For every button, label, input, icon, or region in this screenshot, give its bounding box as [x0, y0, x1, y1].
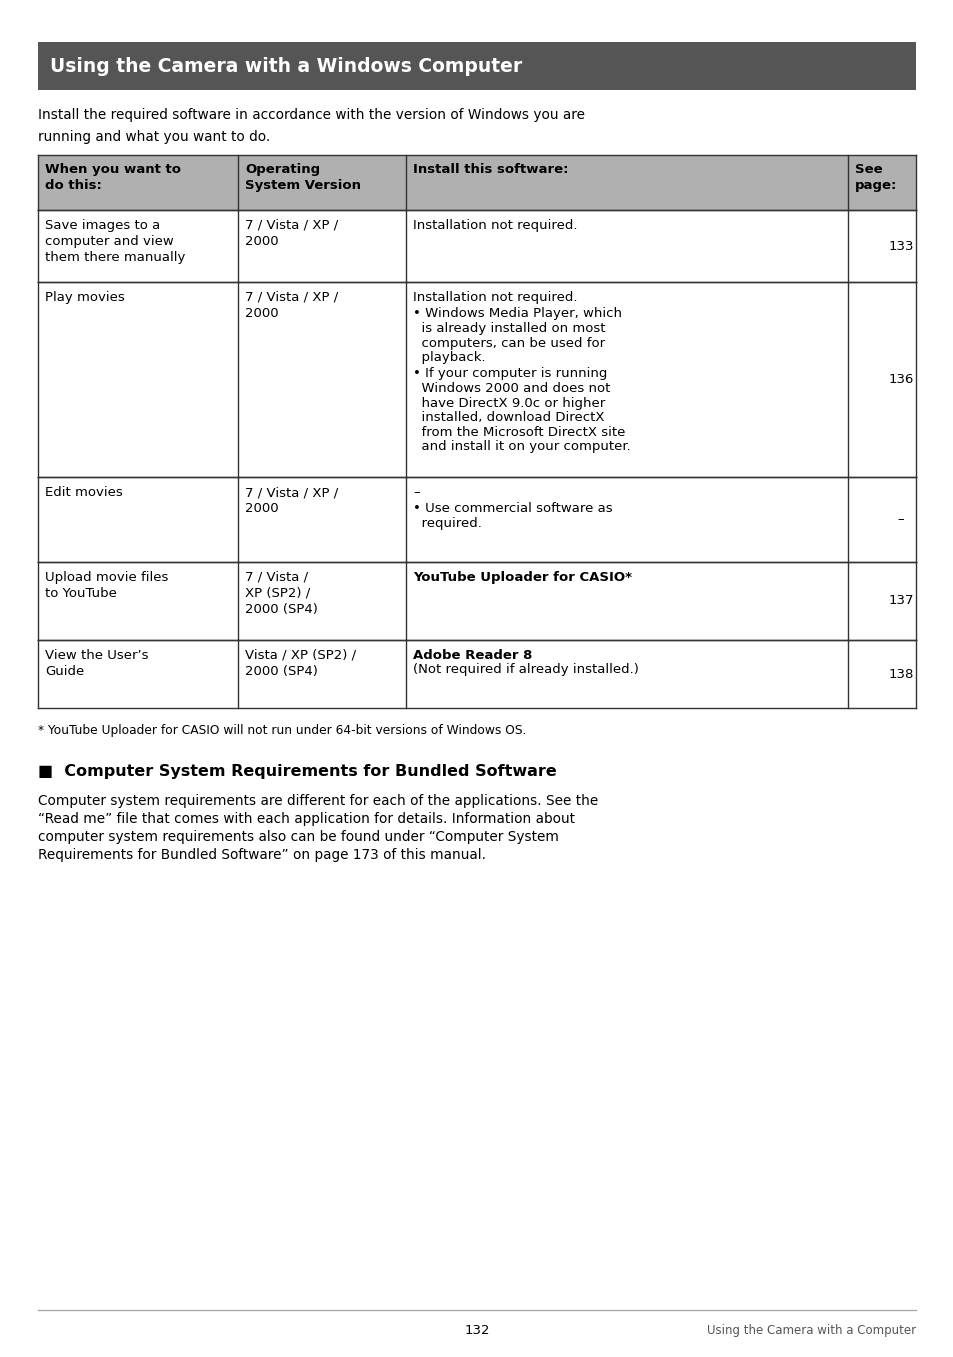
Text: 7 / Vista / XP /
2000: 7 / Vista / XP / 2000 [245, 290, 338, 320]
Text: Adobe Reader 8: Adobe Reader 8 [413, 649, 532, 662]
Text: Windows 2000 and does not: Windows 2000 and does not [413, 383, 610, 395]
Text: * YouTube Uploader for CASIO will not run under 64-bit versions of Windows OS.: * YouTube Uploader for CASIO will not ru… [38, 725, 526, 737]
Text: playback.: playback. [413, 351, 485, 364]
Text: Using the Camera with a Windows Computer: Using the Camera with a Windows Computer [50, 57, 521, 76]
Text: When you want to
do this:: When you want to do this: [45, 163, 181, 191]
Text: Save images to a
computer and view
them there manually: Save images to a computer and view them … [45, 218, 185, 265]
Text: installed, download DirectX: installed, download DirectX [413, 411, 604, 423]
Text: 7 / Vista / XP /
2000: 7 / Vista / XP / 2000 [245, 486, 338, 516]
Text: 136: 136 [887, 373, 913, 385]
Text: 7 / Vista / XP /
2000: 7 / Vista / XP / 2000 [245, 218, 338, 248]
Text: Using the Camera with a Computer: Using the Camera with a Computer [706, 1324, 915, 1337]
Text: computer system requirements also can be found under “Computer System: computer system requirements also can be… [38, 830, 558, 844]
Text: • Use commercial software as: • Use commercial software as [413, 502, 612, 516]
Text: 137: 137 [887, 594, 913, 608]
Text: Operating
System Version: Operating System Version [245, 163, 360, 191]
Text: Installation not required.: Installation not required. [413, 290, 577, 304]
Text: computers, can be used for: computers, can be used for [413, 337, 604, 350]
Bar [38, 562, 915, 641]
Text: 133: 133 [887, 239, 913, 252]
Text: have DirectX 9.0c or higher: have DirectX 9.0c or higher [413, 396, 604, 410]
Bar [38, 42, 915, 90]
Text: “Read me” file that comes with each application for details. Information about: “Read me” file that comes with each appl… [38, 811, 575, 826]
Text: Computer system requirements are different for each of the applications. See the: Computer system requirements are differe… [38, 794, 598, 807]
Text: Install this software:: Install this software: [413, 163, 568, 176]
Bar [38, 478, 915, 562]
Text: –: – [413, 486, 419, 499]
Text: YouTube Uploader for CASIO*: YouTube Uploader for CASIO* [413, 571, 631, 584]
Text: Requirements for Bundled Software” on page 173 of this manual.: Requirements for Bundled Software” on pa… [38, 848, 485, 862]
Bar [38, 641, 915, 708]
Text: 7 / Vista /
XP (SP2) /
2000 (SP4): 7 / Vista / XP (SP2) / 2000 (SP4) [245, 571, 317, 616]
Text: View the User’s
Guide: View the User’s Guide [45, 649, 149, 678]
Text: Vista / XP (SP2) /
2000 (SP4): Vista / XP (SP2) / 2000 (SP4) [245, 649, 355, 678]
Text: and install it on your computer.: and install it on your computer. [413, 440, 630, 453]
Text: Upload movie files
to YouTube: Upload movie files to YouTube [45, 571, 168, 600]
Text: from the Microsoft DirectX site: from the Microsoft DirectX site [413, 426, 625, 438]
Text: required.: required. [413, 517, 481, 531]
Bar [38, 210, 915, 282]
Text: See
page:: See page: [854, 163, 897, 191]
Bar [38, 282, 915, 478]
Text: (Not required if already installed.): (Not required if already installed.) [413, 664, 639, 677]
Text: Install the required software in accordance with the version of Windows you are: Install the required software in accorda… [38, 109, 584, 122]
Text: is already installed on most: is already installed on most [413, 322, 605, 335]
Text: Installation not required.: Installation not required. [413, 218, 577, 232]
Text: 138: 138 [887, 668, 913, 680]
Text: Play movies: Play movies [45, 290, 125, 304]
Text: 132: 132 [464, 1324, 489, 1337]
Text: Edit movies: Edit movies [45, 486, 123, 499]
Text: • Windows Media Player, which: • Windows Media Player, which [413, 308, 621, 320]
Text: ■  Computer System Requirements for Bundled Software: ■ Computer System Requirements for Bundl… [38, 764, 557, 779]
Text: –: – [897, 513, 903, 527]
Bar [38, 155, 915, 210]
Text: running and what you want to do.: running and what you want to do. [38, 130, 270, 144]
Text: • If your computer is running: • If your computer is running [413, 368, 607, 380]
